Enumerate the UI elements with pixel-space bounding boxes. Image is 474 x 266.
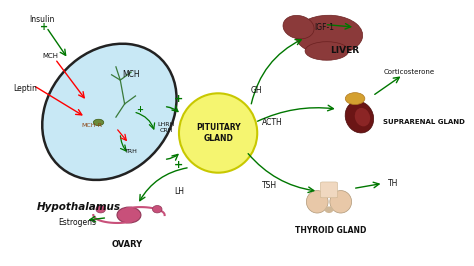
Text: LHRH
CRH: LHRH CRH [157,122,174,133]
Text: TH: TH [388,179,398,188]
Ellipse shape [283,15,314,39]
Ellipse shape [96,206,106,213]
Text: +: + [174,94,183,103]
Ellipse shape [345,101,374,133]
Text: +: + [174,160,183,170]
Text: +: + [40,22,48,32]
Ellipse shape [117,207,141,223]
Text: Hypothalamus: Hypothalamus [37,202,121,212]
Text: Corticosterone: Corticosterone [383,69,435,75]
Text: +: + [137,105,143,114]
Text: Insulin: Insulin [29,15,55,24]
Text: MCH-R: MCH-R [82,123,102,128]
Text: MCH: MCH [122,70,140,79]
Ellipse shape [295,15,363,55]
Ellipse shape [305,42,348,60]
Text: OVARY: OVARY [111,240,142,249]
Text: TRH: TRH [125,149,137,154]
Text: LIVER: LIVER [329,47,359,56]
Text: Leptin: Leptin [14,84,37,93]
FancyBboxPatch shape [320,182,337,198]
Text: SUPRARENAL GLAND: SUPRARENAL GLAND [383,119,465,125]
Ellipse shape [330,190,352,213]
Ellipse shape [306,190,328,213]
Ellipse shape [153,206,162,213]
Text: THYROID GLAND: THYROID GLAND [295,226,367,235]
Ellipse shape [355,108,370,126]
Text: PITUITARY
GLAND: PITUITARY GLAND [196,123,240,143]
Circle shape [93,119,104,126]
Text: LH: LH [174,187,184,196]
Text: TSH: TSH [262,181,277,190]
Ellipse shape [42,44,176,180]
Text: MCH: MCH [43,53,59,59]
Text: ACTH: ACTH [262,118,283,127]
Text: Estrogens: Estrogens [58,218,96,227]
Text: IGF-1: IGF-1 [314,23,334,32]
Ellipse shape [325,206,333,213]
Ellipse shape [179,93,257,173]
Text: GH: GH [251,86,262,95]
Ellipse shape [345,93,365,105]
